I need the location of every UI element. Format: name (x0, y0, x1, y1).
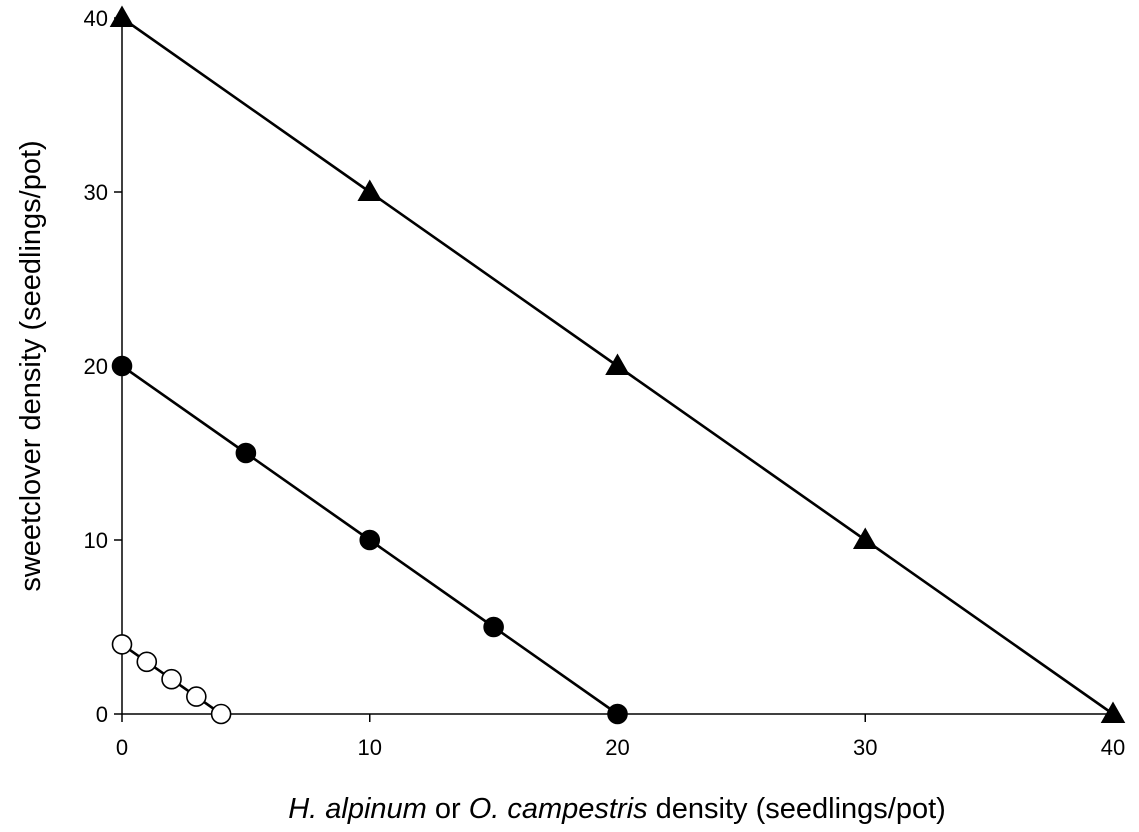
y-tick-label: 20 (84, 354, 108, 379)
filled-circle-marker (607, 703, 628, 725)
triangle-marker (605, 353, 630, 375)
y-tick-label: 30 (84, 180, 108, 205)
axis-ticks: 0 10 20 30 40 0 10 20 30 40 (84, 6, 1126, 760)
open-circle-marker (186, 686, 207, 707)
x-axis-title-part: density (seedlings/pot) (648, 793, 946, 825)
x-tick-label: 40 (1101, 735, 1125, 760)
filled-circle-marker (359, 529, 381, 551)
open-circle-marker (161, 668, 182, 690)
triangle-marker (1100, 701, 1126, 723)
open-circle-marker (136, 651, 158, 673)
triangle-marker (109, 5, 135, 27)
x-tick-label: 0 (116, 735, 128, 760)
y-axis-title: sweetclover density (seedlings/pot) (15, 140, 47, 591)
x-tick-label: 20 (605, 735, 629, 760)
x-axis-title-part: or (427, 793, 469, 825)
x-axis-title: H. alpinum or O. campestris density (see… (288, 793, 946, 825)
y-tick-label: 0 (96, 702, 108, 727)
filled-circle-marker (235, 442, 257, 464)
x-axis-title-part: H. alpinum (288, 793, 427, 825)
x-axis-title-part: O. campestris (469, 793, 648, 825)
y-tick-label: 10 (84, 528, 108, 553)
open-circle-marker (111, 634, 133, 655)
filled-circle-marker (483, 616, 504, 638)
data-markers (109, 5, 1126, 725)
y-tick-label: 40 (84, 6, 108, 31)
triangle-marker (357, 179, 383, 201)
x-tick-label: 10 (358, 735, 382, 760)
triangle-marker (852, 527, 878, 549)
filled-circle-marker (111, 355, 133, 377)
open-circle-marker (210, 703, 232, 725)
x-tick-label: 30 (853, 735, 877, 760)
